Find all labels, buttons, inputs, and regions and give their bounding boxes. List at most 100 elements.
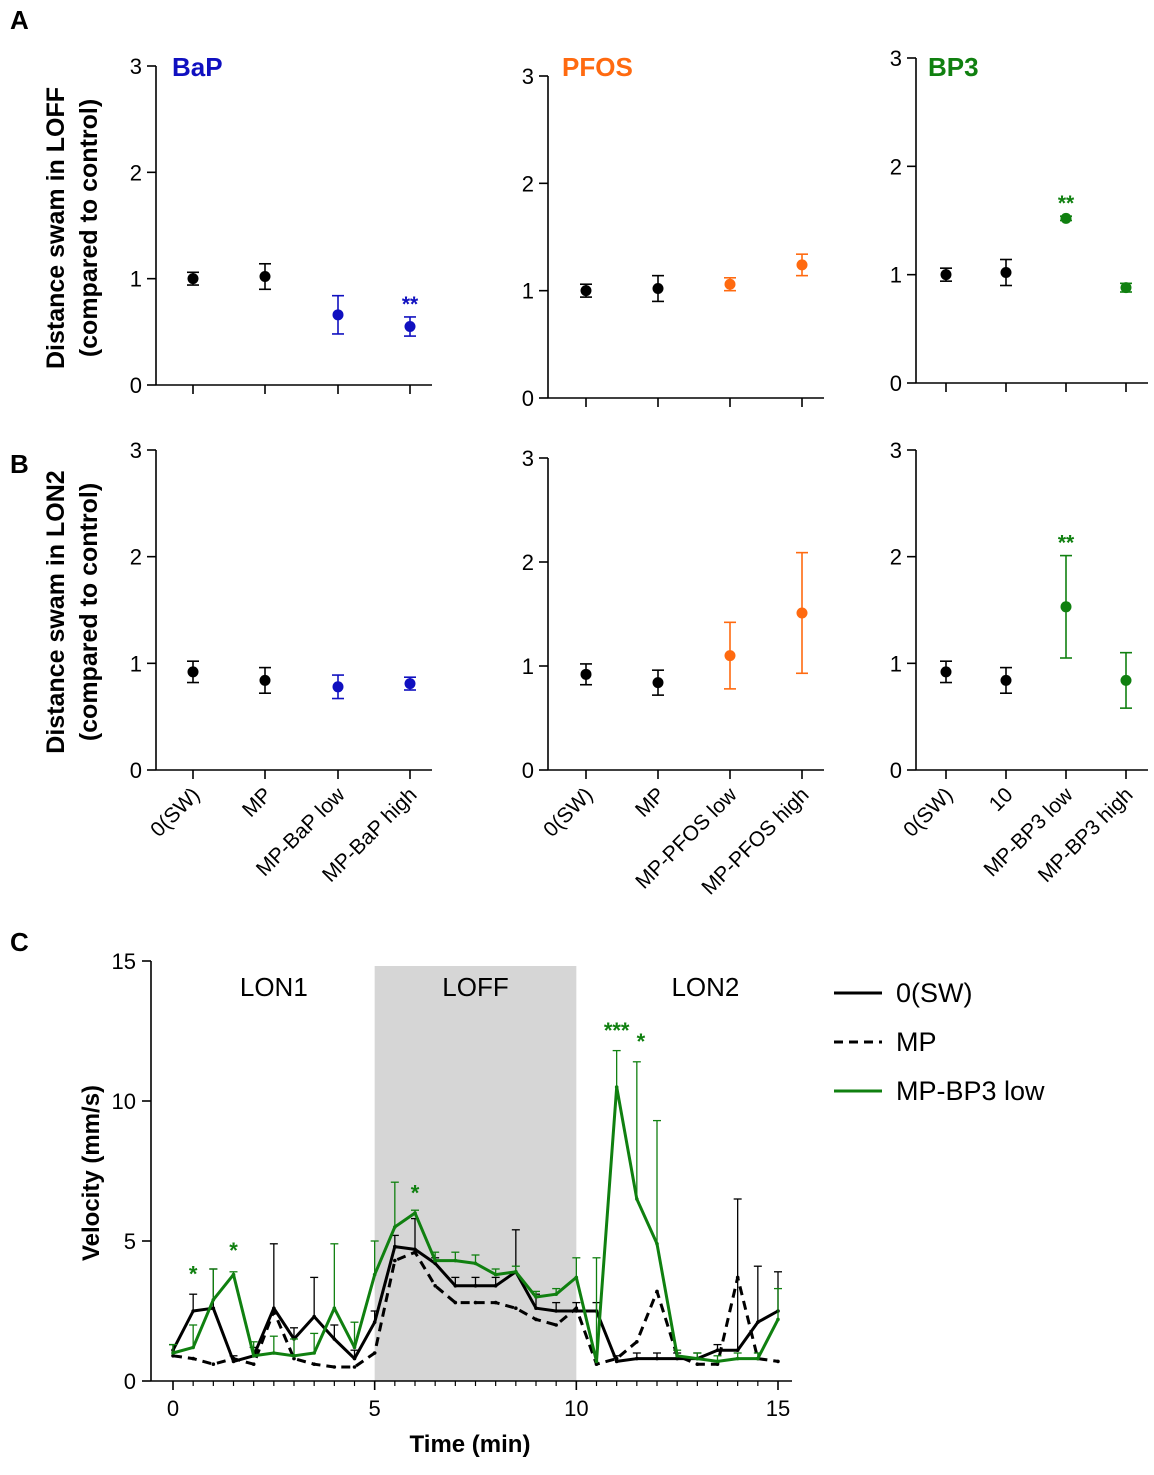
series-marker: [372, 1351, 377, 1355]
series-marker: [554, 1309, 558, 1313]
y-tick-label: 1: [130, 267, 142, 292]
series-marker: [191, 1345, 195, 1350]
legend: 0(SW) MP MP-BP3 low: [834, 978, 1045, 1106]
series-marker: [372, 1272, 377, 1277]
data-point: [404, 678, 416, 690]
series-marker: [433, 1258, 437, 1263]
y-tick-label: 0: [522, 386, 534, 411]
series-marker: [292, 1356, 296, 1361]
data-point: [796, 259, 808, 271]
series-marker: [594, 1359, 599, 1364]
series-marker: [493, 1300, 498, 1305]
x-tick-label: 0(SW): [899, 783, 957, 841]
significance-label: *: [637, 1029, 646, 1054]
significance-label: **: [1058, 192, 1075, 215]
series-marker: [715, 1359, 720, 1364]
data-point: [1120, 674, 1132, 686]
series-marker: [332, 1365, 337, 1369]
data-point: [940, 666, 952, 678]
series-marker: [413, 1250, 417, 1254]
x-tick-label: 0(SW): [146, 783, 204, 841]
series-marker: [312, 1351, 316, 1355]
series-marker: [352, 1356, 357, 1361]
series-marker: [453, 1284, 458, 1288]
data-point: [724, 650, 736, 662]
y-tick-label: 15: [112, 949, 136, 974]
y-tick-label: 3: [522, 446, 534, 471]
y-tick-label: 2: [130, 545, 142, 570]
y-tick-label: 2: [890, 545, 902, 570]
panel-letter-c: C: [10, 927, 29, 957]
series-marker: [493, 1284, 498, 1288]
x-tick-label: MP: [238, 783, 277, 822]
y-tick-label: 2: [130, 160, 142, 185]
series-marker: [453, 1300, 458, 1305]
data-point: [1000, 674, 1012, 686]
series-marker: [393, 1244, 397, 1249]
series-marker: [614, 1085, 619, 1089]
series-mp-bp3-low: [169, 1049, 782, 1364]
panel-title: BaP: [172, 52, 223, 82]
y-tick-label: 2: [890, 154, 902, 179]
series-marker: [715, 1348, 720, 1352]
series-marker: [493, 1272, 498, 1277]
series-marker: [655, 1356, 659, 1361]
series-marker: [393, 1225, 397, 1229]
panel-letter-b: B: [10, 449, 29, 479]
series-marker: [695, 1362, 700, 1366]
series-marker: [554, 1323, 558, 1327]
panel-letter-a: A: [10, 5, 29, 35]
data-point: [1060, 601, 1072, 613]
series-marker: [756, 1356, 760, 1361]
series-marker: [776, 1359, 780, 1364]
series-marker: [413, 1211, 417, 1215]
shaded-loff-region: [374, 966, 577, 1381]
data-point: [404, 321, 416, 333]
series-marker: [574, 1275, 579, 1280]
series-marker: [272, 1306, 276, 1310]
panel-title: PFOS: [562, 52, 633, 82]
y-tick-label: 3: [130, 54, 142, 79]
data-point: [259, 674, 271, 686]
y-tick-label: 0: [130, 373, 142, 398]
series-marker: [413, 1247, 417, 1252]
series-marker: [372, 1320, 377, 1324]
data-point: [332, 309, 344, 321]
y-tick-label: 3: [890, 46, 902, 71]
data-point: [940, 269, 952, 281]
legend-label: MP: [896, 1027, 937, 1057]
y-tick-label: 1: [130, 651, 142, 676]
y-tick-label: 10: [112, 1089, 136, 1114]
y-tick-label: 0: [124, 1369, 136, 1394]
series-marker: [534, 1295, 538, 1299]
data-point: [652, 283, 664, 295]
series-marker: [635, 1197, 639, 1201]
series-marker: [735, 1348, 740, 1352]
series-marker: [191, 1309, 195, 1313]
series-marker: [191, 1356, 195, 1361]
series-marker: [312, 1362, 316, 1366]
significance-label: ***: [604, 1018, 630, 1043]
row-a-ylabel: Distance swam in LOFF (compared to contr…: [42, 87, 103, 369]
panel-a1: 0 1 2 3 BaP **: [130, 52, 432, 398]
x-tick-label: 0: [167, 1396, 179, 1421]
region-label: LON2: [671, 972, 739, 1002]
row-a-ylabel-line2: (compared to control): [75, 99, 103, 357]
row-a-ylabel-line1: Distance swam in LOFF: [42, 87, 70, 369]
y-tick-label: 0: [522, 758, 534, 783]
region-label: LON1: [240, 972, 308, 1002]
series-marker: [312, 1314, 316, 1319]
series-marker: [695, 1356, 700, 1361]
series-marker: [655, 1242, 659, 1246]
data-point: [724, 278, 736, 290]
y-axis-label: Velocity (mm/s): [78, 1085, 105, 1261]
series-marker: [554, 1292, 558, 1296]
series-marker: [211, 1362, 216, 1366]
data-point: [332, 681, 344, 693]
series-marker: [534, 1317, 538, 1322]
series-marker: [514, 1306, 518, 1310]
series-marker: [393, 1258, 397, 1263]
series-marker: [231, 1359, 236, 1364]
